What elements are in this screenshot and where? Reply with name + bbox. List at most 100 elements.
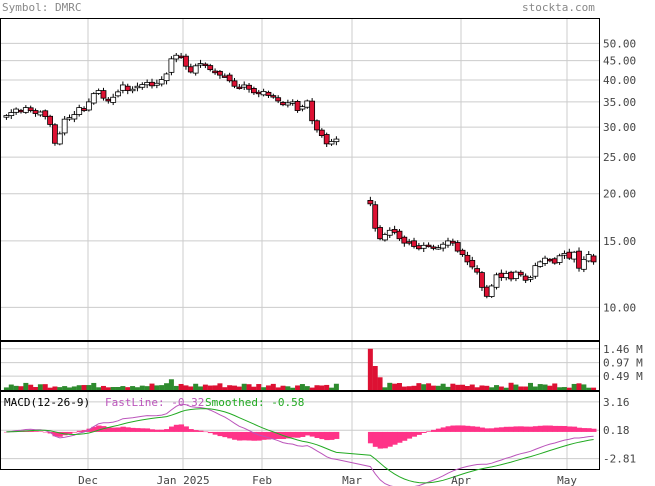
candle-down: [294, 100, 301, 111]
x-tick-label: May: [557, 474, 577, 486]
candle-down: [396, 230, 403, 240]
volume-bar: [304, 386, 310, 390]
macd-hist-bar: [227, 431, 233, 439]
volume-bar: [105, 387, 111, 390]
candle-up: [532, 265, 539, 277]
candle-down: [566, 251, 573, 259]
macd-hist-bar: [576, 427, 582, 432]
candle-up: [110, 96, 117, 103]
macd-hist-bar: [542, 425, 548, 432]
volume-bar: [42, 384, 48, 390]
candle-up: [241, 84, 248, 88]
volume-bar: [591, 387, 597, 390]
macd-hist-bar: [222, 431, 228, 438]
volume-bar: [47, 387, 53, 390]
volume-bar: [527, 382, 533, 390]
macd-hist-bar: [537, 425, 544, 432]
macd-hist-bar: [173, 424, 180, 432]
candle-down: [590, 255, 597, 263]
candle-down: [32, 110, 39, 114]
macd-hist-bar: [285, 431, 291, 439]
macd-hist-bar: [275, 431, 282, 439]
candle-up: [440, 243, 447, 249]
candle-down: [377, 227, 383, 240]
volume-bar: [227, 385, 233, 390]
candle-up: [56, 133, 63, 145]
candle-up: [445, 240, 451, 246]
macd-hist-bar: [416, 431, 422, 435]
candle-up: [129, 88, 136, 92]
macd-hist-bar: [193, 430, 199, 432]
volume-bar: [426, 383, 432, 390]
candle-down: [18, 109, 24, 113]
volume-bar: [450, 383, 456, 390]
volume-bar: [324, 384, 330, 390]
volume-bar: [372, 366, 378, 390]
volume-bar: [81, 385, 87, 390]
macd-hist-bar: [445, 426, 451, 432]
candle-down: [406, 241, 413, 244]
macd-hist-bar: [552, 425, 558, 432]
candle-down: [221, 75, 228, 78]
macd-hist-bar: [135, 428, 141, 432]
candle-up: [168, 58, 175, 73]
macd-hist-bar: [387, 431, 393, 447]
candle-down: [314, 120, 320, 131]
macd-hist-bar: [212, 431, 219, 435]
volume-bar: [149, 383, 155, 390]
macd-hist-bar: [581, 428, 587, 432]
volume-bar: [110, 387, 116, 390]
volume-bar: [173, 385, 179, 390]
volume-bar: [125, 387, 131, 390]
volume-bar: [387, 382, 393, 390]
macd-hist-bar: [377, 431, 383, 449]
macd-hist-bar: [57, 431, 63, 437]
volume-bar: [314, 385, 320, 390]
macd-hist-bar: [178, 424, 185, 432]
macd-hist-bar: [71, 431, 78, 433]
macd-hist-bar: [154, 429, 160, 432]
candle-up: [513, 271, 519, 280]
macd-hist-bar: [91, 426, 97, 432]
macd-hist-bar: [110, 427, 117, 432]
volume-bar: [207, 385, 213, 390]
candle-up: [13, 108, 20, 113]
candle-up: [37, 111, 44, 116]
volume-bar: [508, 382, 514, 390]
macd-hist-bar: [96, 425, 102, 432]
candle-down: [280, 102, 286, 106]
candle-up: [61, 118, 68, 134]
price-tick-label: 35.00: [603, 96, 636, 109]
candle-down: [226, 74, 233, 82]
macd-hist-bar: [120, 426, 126, 432]
candle-down: [124, 85, 131, 91]
volume-bar: [440, 383, 446, 390]
candle-down: [265, 91, 272, 96]
candle-down: [251, 88, 257, 94]
candle-down: [372, 204, 379, 229]
macd-hist-bar: [562, 426, 568, 432]
candle-down: [52, 124, 58, 144]
candle-down: [318, 129, 325, 136]
macd-hist-bar: [52, 431, 58, 437]
volume-bar: [261, 387, 267, 390]
macd-hist-bar: [469, 426, 476, 432]
candle-up: [488, 285, 495, 297]
candle-down: [367, 200, 374, 205]
macd-hist-bar: [33, 431, 39, 432]
volume-bar: [198, 386, 204, 390]
volume-y-axis: 1.46 M0.97 M0.49 M: [603, 343, 643, 383]
candle-down: [576, 250, 582, 269]
volume-bar: [188, 386, 194, 390]
candle-down: [483, 286, 490, 297]
volume-bar: [586, 387, 592, 390]
price-tick-label: 50.00: [603, 37, 636, 50]
macd-fastline-label: FastLine: -0.32: [105, 396, 204, 409]
volume-bar: [154, 385, 160, 390]
volume-bar: [377, 377, 383, 390]
macd-hist-bar: [464, 425, 471, 432]
volume-bar: [523, 386, 529, 390]
volume-bar: [464, 385, 470, 390]
price-y-axis: 50.00 45.00 40.00 35.00 30.00 25.00 20.00 15.00…: [603, 37, 636, 314]
volume-bar: [100, 385, 106, 390]
